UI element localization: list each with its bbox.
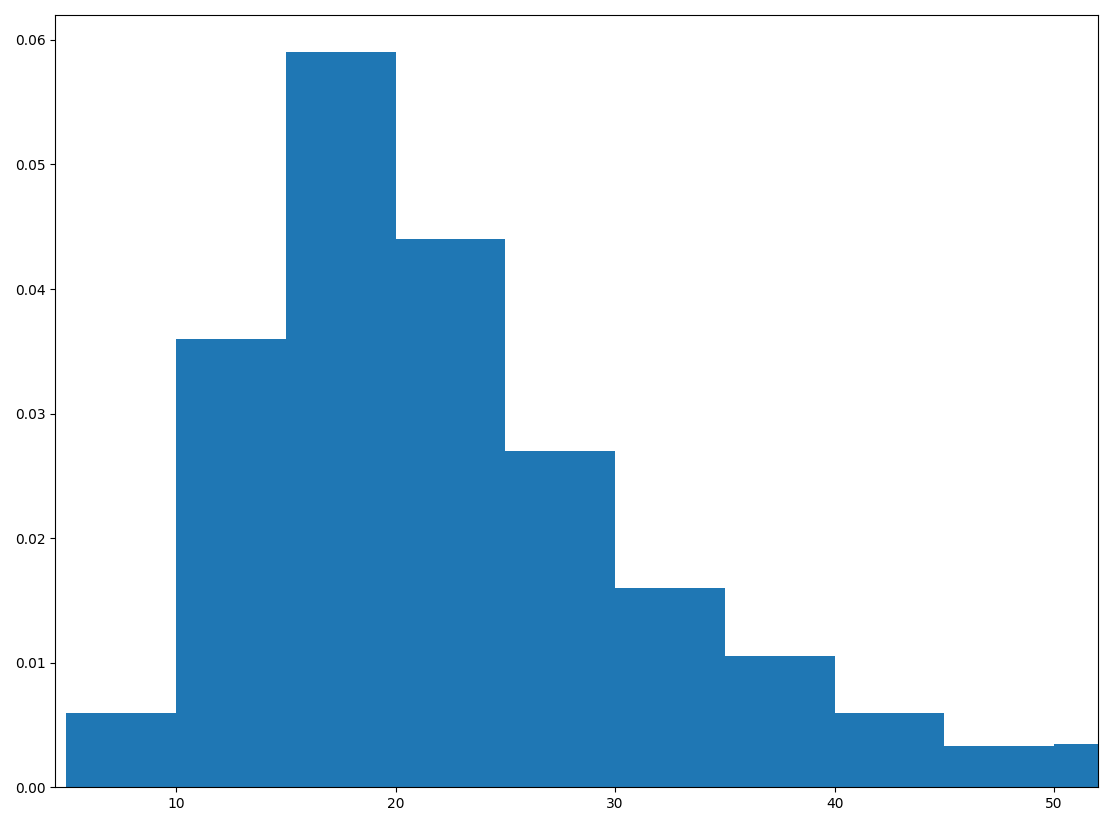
Bar xyxy=(67,713,176,787)
Bar xyxy=(176,339,286,787)
Bar xyxy=(395,240,505,787)
Bar xyxy=(286,52,395,787)
Bar xyxy=(505,451,615,787)
Bar xyxy=(615,588,725,787)
Bar xyxy=(725,657,835,787)
Bar xyxy=(944,746,1054,787)
Bar xyxy=(835,713,944,787)
Bar xyxy=(1054,743,1099,787)
